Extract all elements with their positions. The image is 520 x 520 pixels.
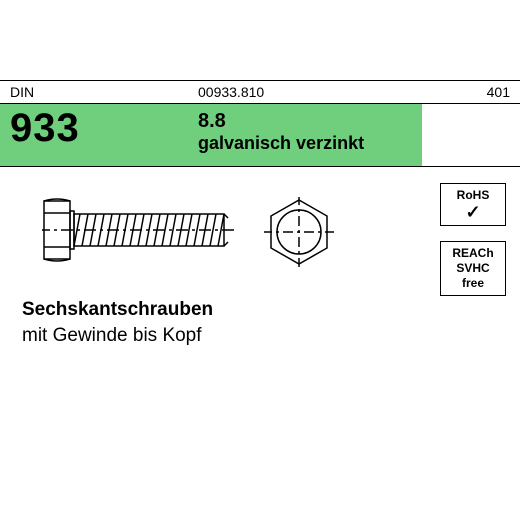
din-number: 933 [10,106,80,150]
header-right-code: 401 [422,81,520,103]
illustration-area: RoHS ✓ REACh SVHC free Sechskantschraube… [0,167,520,347]
standard-label: DIN [0,81,188,103]
product-label-card: DIN 00933.810 401 933 8.8 galvanisch ver… [0,80,520,440]
hex-bolt-front-icon [264,197,334,267]
rohs-badge: RoHS ✓ [440,183,506,226]
article-code: 00933.810 [188,81,422,103]
spec-row: 933 8.8 galvanisch verzinkt [0,104,520,167]
strength-grade: 8.8 [198,106,412,133]
rohs-label: RoHS [443,188,503,203]
header-row: DIN 00933.810 401 [0,80,520,104]
din-number-cell: 933 [0,104,188,166]
reach-line3: free [443,276,503,291]
description-line1: Sechskantschrauben [22,297,213,323]
reach-badge: REACh SVHC free [440,241,506,296]
check-icon: ✓ [443,203,503,221]
hex-bolt-side-icon [42,191,242,269]
product-description: Sechskantschrauben mit Gewinde bis Kopf [22,297,213,348]
reach-line2: SVHC [443,261,503,276]
description-line2: mit Gewinde bis Kopf [22,323,213,349]
reach-line1: REACh [443,246,503,261]
grade-finish-cell: 8.8 galvanisch verzinkt [188,104,422,166]
spec-row-spacer [422,104,520,166]
surface-finish: galvanisch verzinkt [198,133,412,154]
